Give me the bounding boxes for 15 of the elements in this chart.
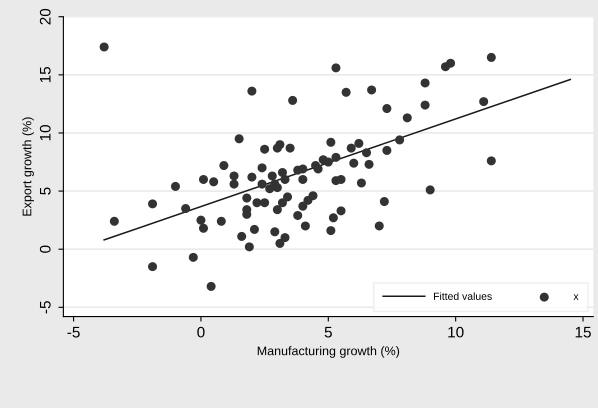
y-tick-label: 0 [40,246,51,253]
y-tick-label: 20 [40,8,51,24]
y-tick-label: -5 [40,301,51,314]
legend-label: x [574,294,579,300]
y-tick-label: 10 [40,125,51,140]
x-tick-label: 15 [576,326,591,338]
x-tick-label: 10 [448,326,464,338]
x-tick-label: 0 [197,326,205,338]
x-tick-label: 5 [324,326,332,338]
x-axis-title: Manufacturing growth (%) [258,346,400,358]
legend-label: Fitted values [434,292,492,300]
y-tick-label: 5 [40,187,51,195]
y-axis-title: Export growth (%) [22,117,34,216]
y-tick-label: 15 [40,66,51,82]
x-tick-label: -5 [67,326,80,338]
